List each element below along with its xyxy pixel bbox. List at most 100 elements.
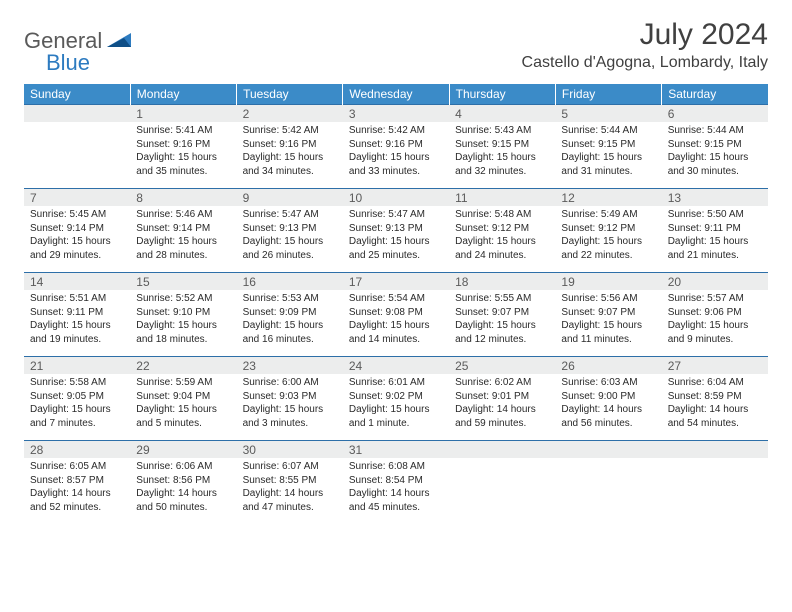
sunrise-text: Sunrise: 5:48 AM xyxy=(455,208,549,222)
sunrise-text: Sunrise: 5:41 AM xyxy=(136,124,230,138)
day-detail-cell: Sunrise: 6:07 AMSunset: 8:55 PMDaylight:… xyxy=(237,458,343,524)
sunset-text: Sunset: 9:05 PM xyxy=(30,390,124,404)
calendar-page: General Blue July 2024 Castello d'Agogna… xyxy=(0,0,792,524)
sunset-text: Sunset: 9:00 PM xyxy=(561,390,655,404)
day-number xyxy=(449,441,555,458)
week-daynum-row: 21222324252627 xyxy=(24,357,768,374)
day-number: 18 xyxy=(449,273,555,290)
daylight-text: Daylight: 14 hours and 45 minutes. xyxy=(349,487,443,514)
day-detail-cell: Sunrise: 5:56 AMSunset: 9:07 PMDaylight:… xyxy=(555,290,661,357)
logo: General Blue xyxy=(24,18,133,76)
day-number: 4 xyxy=(449,105,555,122)
daylight-text: Daylight: 15 hours and 33 minutes. xyxy=(349,151,443,178)
sunset-text: Sunset: 9:13 PM xyxy=(349,222,443,236)
sunset-text: Sunset: 9:02 PM xyxy=(349,390,443,404)
day-number: 8 xyxy=(130,189,236,206)
sunrise-text: Sunrise: 5:51 AM xyxy=(30,292,124,306)
sunrise-text: Sunrise: 5:58 AM xyxy=(30,376,124,390)
daylight-text: Daylight: 15 hours and 29 minutes. xyxy=(30,235,124,262)
day-number: 5 xyxy=(555,105,661,122)
daylight-text: Daylight: 15 hours and 21 minutes. xyxy=(668,235,762,262)
sunset-text: Sunset: 9:11 PM xyxy=(668,222,762,236)
day-number: 26 xyxy=(555,357,661,374)
sunset-text: Sunset: 9:08 PM xyxy=(349,306,443,320)
day-detail-cell: Sunrise: 5:58 AMSunset: 9:05 PMDaylight:… xyxy=(24,374,130,441)
daylight-text: Daylight: 14 hours and 50 minutes. xyxy=(136,487,230,514)
daylight-text: Daylight: 15 hours and 14 minutes. xyxy=(349,319,443,346)
day-number: 20 xyxy=(662,273,768,290)
sunset-text: Sunset: 8:57 PM xyxy=(30,474,124,488)
day-number: 2 xyxy=(237,105,343,122)
day-detail-cell: Sunrise: 5:47 AMSunset: 9:13 PMDaylight:… xyxy=(343,206,449,273)
daylight-text: Daylight: 15 hours and 5 minutes. xyxy=(136,403,230,430)
week-detail-row: Sunrise: 5:41 AMSunset: 9:16 PMDaylight:… xyxy=(24,122,768,189)
day-detail-cell: Sunrise: 5:42 AMSunset: 9:16 PMDaylight:… xyxy=(237,122,343,189)
sunrise-text: Sunrise: 6:08 AM xyxy=(349,460,443,474)
dow-sat: Saturday xyxy=(662,84,768,105)
day-number: 25 xyxy=(449,357,555,374)
day-number: 17 xyxy=(343,273,449,290)
day-number: 13 xyxy=(662,189,768,206)
sunset-text: Sunset: 9:15 PM xyxy=(455,138,549,152)
daylight-text: Daylight: 14 hours and 54 minutes. xyxy=(668,403,762,430)
sunset-text: Sunset: 9:14 PM xyxy=(30,222,124,236)
day-detail-cell xyxy=(555,458,661,524)
sunset-text: Sunset: 9:04 PM xyxy=(136,390,230,404)
day-detail-cell: Sunrise: 5:50 AMSunset: 9:11 PMDaylight:… xyxy=(662,206,768,273)
day-number: 10 xyxy=(343,189,449,206)
location-text: Castello d'Agogna, Lombardy, Italy xyxy=(522,54,768,72)
daylight-text: Daylight: 15 hours and 35 minutes. xyxy=(136,151,230,178)
day-detail-cell: Sunrise: 5:46 AMSunset: 9:14 PMDaylight:… xyxy=(130,206,236,273)
sunrise-text: Sunrise: 6:07 AM xyxy=(243,460,337,474)
page-header: General Blue July 2024 Castello d'Agogna… xyxy=(24,18,768,76)
day-detail-cell xyxy=(449,458,555,524)
day-detail-cell: Sunrise: 6:04 AMSunset: 8:59 PMDaylight:… xyxy=(662,374,768,441)
daylight-text: Daylight: 15 hours and 26 minutes. xyxy=(243,235,337,262)
day-number: 15 xyxy=(130,273,236,290)
day-number: 11 xyxy=(449,189,555,206)
sunrise-text: Sunrise: 5:47 AM xyxy=(243,208,337,222)
sunset-text: Sunset: 9:16 PM xyxy=(349,138,443,152)
day-detail-cell: Sunrise: 5:48 AMSunset: 9:12 PMDaylight:… xyxy=(449,206,555,273)
sunset-text: Sunset: 9:09 PM xyxy=(243,306,337,320)
sunrise-text: Sunrise: 6:05 AM xyxy=(30,460,124,474)
sunset-text: Sunset: 8:55 PM xyxy=(243,474,337,488)
sunset-text: Sunset: 9:13 PM xyxy=(243,222,337,236)
sunset-text: Sunset: 9:15 PM xyxy=(668,138,762,152)
day-detail-cell: Sunrise: 5:42 AMSunset: 9:16 PMDaylight:… xyxy=(343,122,449,189)
day-number: 12 xyxy=(555,189,661,206)
sunset-text: Sunset: 9:16 PM xyxy=(243,138,337,152)
sunrise-text: Sunrise: 5:55 AM xyxy=(455,292,549,306)
sunset-text: Sunset: 8:59 PM xyxy=(668,390,762,404)
sunrise-text: Sunrise: 5:52 AM xyxy=(136,292,230,306)
logo-word-2: Blue xyxy=(46,50,133,76)
sunrise-text: Sunrise: 5:45 AM xyxy=(30,208,124,222)
daylight-text: Daylight: 15 hours and 16 minutes. xyxy=(243,319,337,346)
sunset-text: Sunset: 9:15 PM xyxy=(561,138,655,152)
day-detail-cell: Sunrise: 5:55 AMSunset: 9:07 PMDaylight:… xyxy=(449,290,555,357)
sunrise-text: Sunrise: 5:57 AM xyxy=(668,292,762,306)
dow-thu: Thursday xyxy=(449,84,555,105)
week-daynum-row: 123456 xyxy=(24,105,768,122)
sunset-text: Sunset: 9:10 PM xyxy=(136,306,230,320)
day-detail-cell: Sunrise: 5:41 AMSunset: 9:16 PMDaylight:… xyxy=(130,122,236,189)
daylight-text: Daylight: 14 hours and 47 minutes. xyxy=(243,487,337,514)
day-number: 1 xyxy=(130,105,236,122)
sunrise-text: Sunrise: 5:47 AM xyxy=(349,208,443,222)
daylight-text: Daylight: 15 hours and 25 minutes. xyxy=(349,235,443,262)
daylight-text: Daylight: 14 hours and 52 minutes. xyxy=(30,487,124,514)
daylight-text: Daylight: 14 hours and 59 minutes. xyxy=(455,403,549,430)
sunrise-text: Sunrise: 6:00 AM xyxy=(243,376,337,390)
month-title: July 2024 xyxy=(522,18,768,52)
day-detail-cell: Sunrise: 6:01 AMSunset: 9:02 PMDaylight:… xyxy=(343,374,449,441)
day-number: 24 xyxy=(343,357,449,374)
calendar-body: 123456Sunrise: 5:41 AMSunset: 9:16 PMDay… xyxy=(24,105,768,525)
week-daynum-row: 78910111213 xyxy=(24,189,768,206)
dow-sun: Sunday xyxy=(24,84,130,105)
sunrise-text: Sunrise: 5:53 AM xyxy=(243,292,337,306)
day-detail-cell: Sunrise: 6:08 AMSunset: 8:54 PMDaylight:… xyxy=(343,458,449,524)
daylight-text: Daylight: 15 hours and 22 minutes. xyxy=(561,235,655,262)
daylight-text: Daylight: 15 hours and 32 minutes. xyxy=(455,151,549,178)
sunset-text: Sunset: 9:07 PM xyxy=(455,306,549,320)
day-detail-cell: Sunrise: 5:53 AMSunset: 9:09 PMDaylight:… xyxy=(237,290,343,357)
